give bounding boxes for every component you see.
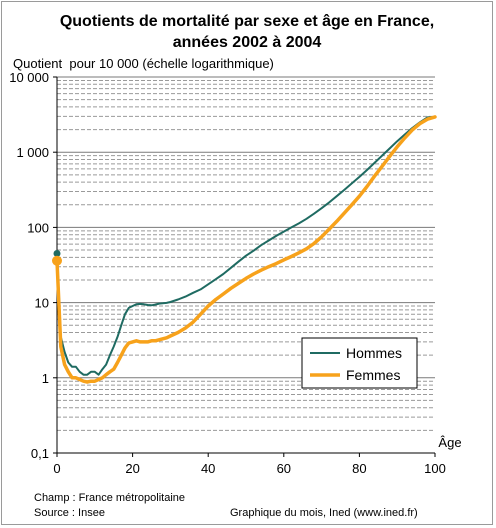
series-point-age0-femmes — [52, 255, 62, 266]
y-axis-label: Quotient pour 10 000 (échelle logarithmi… — [13, 56, 274, 71]
x-tick-label: 80 — [352, 461, 366, 476]
y-tick-label: 100 — [27, 220, 49, 235]
chart-subtitle: années 2002 à 2004 — [172, 34, 322, 51]
x-tick-label: 60 — [277, 461, 291, 476]
legend-label-femmes: Femmes — [346, 367, 400, 383]
chart-title: Quotients de mortalité par sexe et âge e… — [59, 13, 435, 30]
legend-label-hommes: Hommes — [346, 345, 402, 361]
y-tick-label: 10 — [35, 296, 49, 311]
footer-credit: Graphique du mois, Ined (www.ined.fr) — [230, 507, 418, 519]
footer-source: Source : Insee — [34, 507, 105, 519]
y-tick-label: 1 000 — [16, 145, 49, 160]
y-tick-label: 10 000 — [9, 70, 49, 85]
x-tick-label: 40 — [201, 461, 215, 476]
series-line-hommes — [56, 115, 436, 376]
x-axis-label: Âge — [438, 435, 461, 450]
x-tick-label: 100 — [424, 461, 446, 476]
x-tick-label: 0 — [53, 461, 60, 476]
y-tick-label: 0,1 — [31, 446, 49, 461]
footer-champ: Champ : France métropolitaine — [34, 492, 186, 504]
legend-box — [301, 337, 418, 389]
y-tick-label: 1 — [42, 371, 49, 386]
series-point-age0-hommes — [53, 249, 61, 257]
series-line-femmes — [55, 115, 437, 384]
x-tick-label: 20 — [125, 461, 139, 476]
